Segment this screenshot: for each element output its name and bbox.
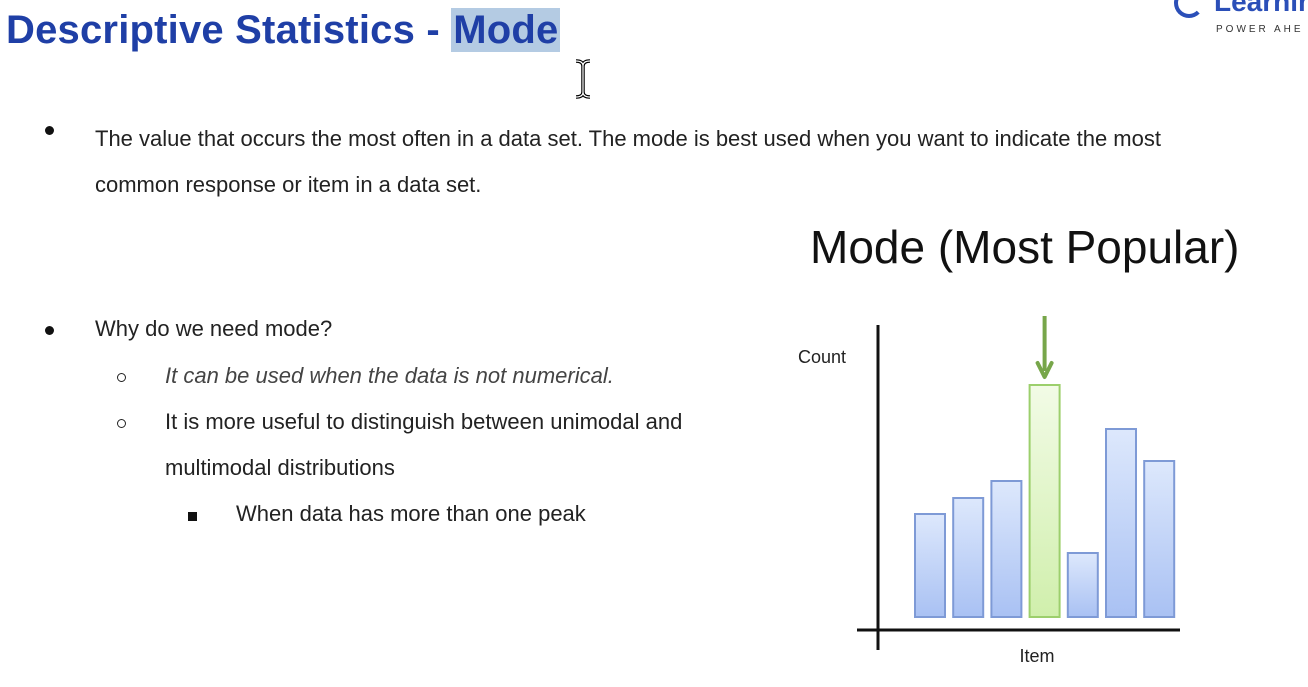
logo-tagline: POWER AHE: [1216, 24, 1304, 35]
bullet-why-mode: Why do we need mode?: [95, 316, 333, 341]
bar: [914, 513, 946, 618]
y-axis-label: Count: [798, 347, 846, 367]
bullet-dot: [45, 126, 54, 135]
bullet-definition: The value that occurs the most often in …: [95, 126, 1161, 197]
sub-bullet-not-numerical: It can be used when the data is not nume…: [165, 363, 614, 388]
sub-bullet-unimodal-line2: multimodal distributions: [165, 455, 395, 480]
brand-logo: Learnin POWER AHE: [1168, 0, 1308, 44]
sub-sub-bullet-square: [188, 512, 197, 521]
sub-bullet-circle: [117, 419, 126, 428]
bar: [990, 480, 1023, 618]
title-prefix: Descriptive Statistics -: [6, 8, 452, 52]
sub-bullet-unimodal-line1: It is more useful to distinguish between…: [165, 409, 683, 434]
x-axis-label: Item: [1019, 646, 1054, 666]
bullet-dot: [45, 326, 54, 335]
mode-arrow-icon: [1035, 316, 1054, 379]
bars-group: [914, 384, 1176, 618]
bar: [1105, 428, 1137, 618]
sub-bullet-circle: [117, 373, 126, 382]
mode-bar-chart: Count Item: [798, 316, 1180, 666]
mode-bar: [1028, 384, 1061, 618]
slide-title: Descriptive Statistics - Mode: [6, 8, 561, 53]
title-highlighted-word[interactable]: Mode: [451, 8, 561, 52]
sub-sub-bullet-peak: When data has more than one peak: [236, 501, 586, 526]
bar: [952, 497, 985, 618]
arrow-head: [1035, 361, 1054, 379]
logo-wordmark: Learnin: [1214, 0, 1308, 17]
bar: [1143, 460, 1176, 618]
text-cursor-icon: [575, 59, 591, 99]
bar: [1066, 552, 1099, 618]
chart-title: Mode (Most Popular): [810, 221, 1240, 273]
logo-ring-icon: [1174, 0, 1204, 18]
